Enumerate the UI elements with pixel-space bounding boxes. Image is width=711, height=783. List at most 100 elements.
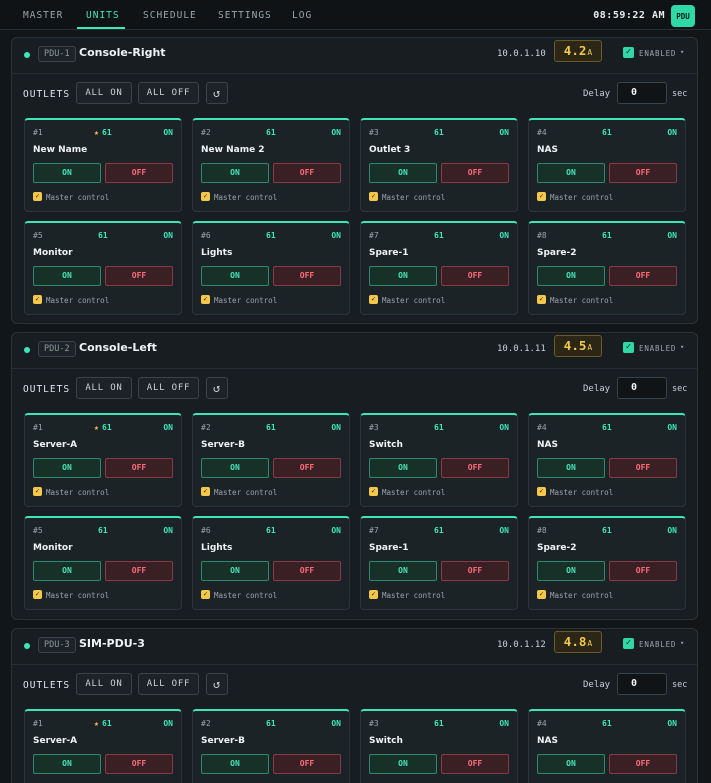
refresh-icon[interactable]: ↺ (206, 82, 228, 104)
outlet-on-button[interactable]: ON (33, 458, 101, 478)
outlet-off-button[interactable]: OFF (273, 754, 341, 774)
outlet-name[interactable]: Outlet 3 (369, 145, 411, 155)
outlet-name[interactable]: Lights (201, 248, 233, 258)
outlet-off-button[interactable]: OFF (609, 561, 677, 581)
outlet-on-button[interactable]: ON (201, 754, 269, 774)
outlet-on-button[interactable]: ON (33, 163, 101, 183)
outlet-off-button[interactable]: OFF (609, 754, 677, 774)
outlet-off-button[interactable]: OFF (105, 754, 173, 774)
tab-log[interactable]: LOG (292, 10, 313, 21)
outlet-on-button[interactable]: ON (369, 754, 437, 774)
tab-units[interactable]: UNITS (86, 10, 120, 21)
outlet-on-button[interactable]: ON (201, 163, 269, 183)
outlet-off-button[interactable]: OFF (273, 163, 341, 183)
outlet-off-button[interactable]: OFF (441, 561, 509, 581)
outlet-name[interactable]: NAS (537, 145, 558, 155)
outlet-on-button[interactable]: ON (369, 561, 437, 581)
refresh-icon[interactable]: ↺ (206, 673, 228, 695)
outlet-name[interactable]: Server-A (33, 440, 78, 450)
all-off-button[interactable]: ALL OFF (138, 377, 199, 399)
outlet-on-button[interactable]: ON (537, 266, 605, 286)
outlet-on-button[interactable]: ON (33, 266, 101, 286)
outlet-name[interactable]: New Name 2 (201, 145, 265, 155)
outlet-name[interactable]: Server-A (33, 736, 78, 746)
outlet-name[interactable]: Monitor (33, 543, 73, 553)
outlet-off-button[interactable]: OFF (609, 266, 677, 286)
master-control-checkbox[interactable]: ✓ (537, 590, 546, 599)
master-control-checkbox[interactable]: ✓ (33, 590, 42, 599)
chevron-down-icon[interactable]: ▾ (680, 48, 685, 56)
outlet-name[interactable]: Switch (369, 440, 403, 450)
outlet-on-button[interactable]: ON (369, 458, 437, 478)
delay-input[interactable]: 0 (617, 82, 667, 104)
outlet-off-button[interactable]: OFF (273, 266, 341, 286)
outlet-on-button[interactable]: ON (537, 458, 605, 478)
tab-schedule[interactable]: SCHEDULE (143, 10, 197, 21)
all-off-button[interactable]: ALL OFF (138, 673, 199, 695)
refresh-icon[interactable]: ↺ (206, 377, 228, 399)
master-control-checkbox[interactable]: ✓ (33, 192, 42, 201)
unit-name[interactable]: Console-Left (79, 341, 157, 354)
outlet-name[interactable]: Monitor (33, 248, 73, 258)
outlet-off-button[interactable]: OFF (273, 561, 341, 581)
master-control-checkbox[interactable]: ✓ (33, 487, 42, 496)
outlet-off-button[interactable]: OFF (441, 754, 509, 774)
all-on-button[interactable]: ALL ON (76, 377, 132, 399)
unit-name[interactable]: Console-Right (79, 46, 166, 59)
outlet-name[interactable]: Spare-1 (369, 543, 409, 553)
master-control-checkbox[interactable]: ✓ (201, 590, 210, 599)
outlet-on-button[interactable]: ON (201, 458, 269, 478)
master-control-checkbox[interactable]: ✓ (201, 295, 210, 304)
outlet-on-button[interactable]: ON (33, 754, 101, 774)
outlet-on-button[interactable]: ON (201, 561, 269, 581)
master-control-checkbox[interactable]: ✓ (537, 487, 546, 496)
master-control-checkbox[interactable]: ✓ (369, 192, 378, 201)
master-control-checkbox[interactable]: ✓ (201, 192, 210, 201)
outlet-off-button[interactable]: OFF (273, 458, 341, 478)
master-control-checkbox[interactable]: ✓ (537, 192, 546, 201)
outlet-on-button[interactable]: ON (33, 561, 101, 581)
master-control-checkbox[interactable]: ✓ (369, 590, 378, 599)
outlet-on-button[interactable]: ON (369, 163, 437, 183)
enabled-checkbox[interactable]: ✓ (623, 638, 634, 649)
outlet-name[interactable]: NAS (537, 736, 558, 746)
outlet-off-button[interactable]: OFF (441, 458, 509, 478)
all-on-button[interactable]: ALL ON (76, 82, 132, 104)
master-control-checkbox[interactable]: ✓ (33, 295, 42, 304)
outlet-name[interactable]: Switch (369, 736, 403, 746)
outlet-name[interactable]: Spare-2 (537, 248, 577, 258)
delay-input[interactable]: 0 (617, 377, 667, 399)
outlet-name[interactable]: Lights (201, 543, 233, 553)
enabled-checkbox[interactable]: ✓ (623, 342, 634, 353)
master-control-checkbox[interactable]: ✓ (369, 295, 378, 304)
unit-name[interactable]: SIM-PDU-3 (79, 637, 145, 650)
outlet-on-button[interactable]: ON (201, 266, 269, 286)
master-control-checkbox[interactable]: ✓ (537, 295, 546, 304)
outlet-on-button[interactable]: ON (537, 561, 605, 581)
outlet-off-button[interactable]: OFF (105, 163, 173, 183)
tab-master[interactable]: MASTER (23, 10, 64, 21)
outlet-name[interactable]: New Name (33, 145, 88, 155)
tab-settings[interactable]: SETTINGS (218, 10, 272, 21)
outlet-off-button[interactable]: OFF (441, 163, 509, 183)
all-on-button[interactable]: ALL ON (76, 673, 132, 695)
outlet-name[interactable]: Spare-1 (369, 248, 409, 258)
outlet-name[interactable]: Spare-2 (537, 543, 577, 553)
outlet-name[interactable]: Server-B (201, 440, 246, 450)
chevron-down-icon[interactable]: ▾ (680, 639, 685, 647)
outlet-name[interactable]: NAS (537, 440, 558, 450)
all-off-button[interactable]: ALL OFF (138, 82, 199, 104)
outlet-off-button[interactable]: OFF (105, 458, 173, 478)
delay-input[interactable]: 0 (617, 673, 667, 695)
outlet-on-button[interactable]: ON (537, 754, 605, 774)
outlet-off-button[interactable]: OFF (105, 561, 173, 581)
outlet-on-button[interactable]: ON (537, 163, 605, 183)
outlet-name[interactable]: Server-B (201, 736, 246, 746)
pdu-badge[interactable]: PDU (671, 5, 695, 27)
outlet-off-button[interactable]: OFF (609, 163, 677, 183)
outlet-on-button[interactable]: ON (369, 266, 437, 286)
master-control-checkbox[interactable]: ✓ (369, 487, 378, 496)
outlet-off-button[interactable]: OFF (441, 266, 509, 286)
enabled-checkbox[interactable]: ✓ (623, 47, 634, 58)
outlet-off-button[interactable]: OFF (105, 266, 173, 286)
